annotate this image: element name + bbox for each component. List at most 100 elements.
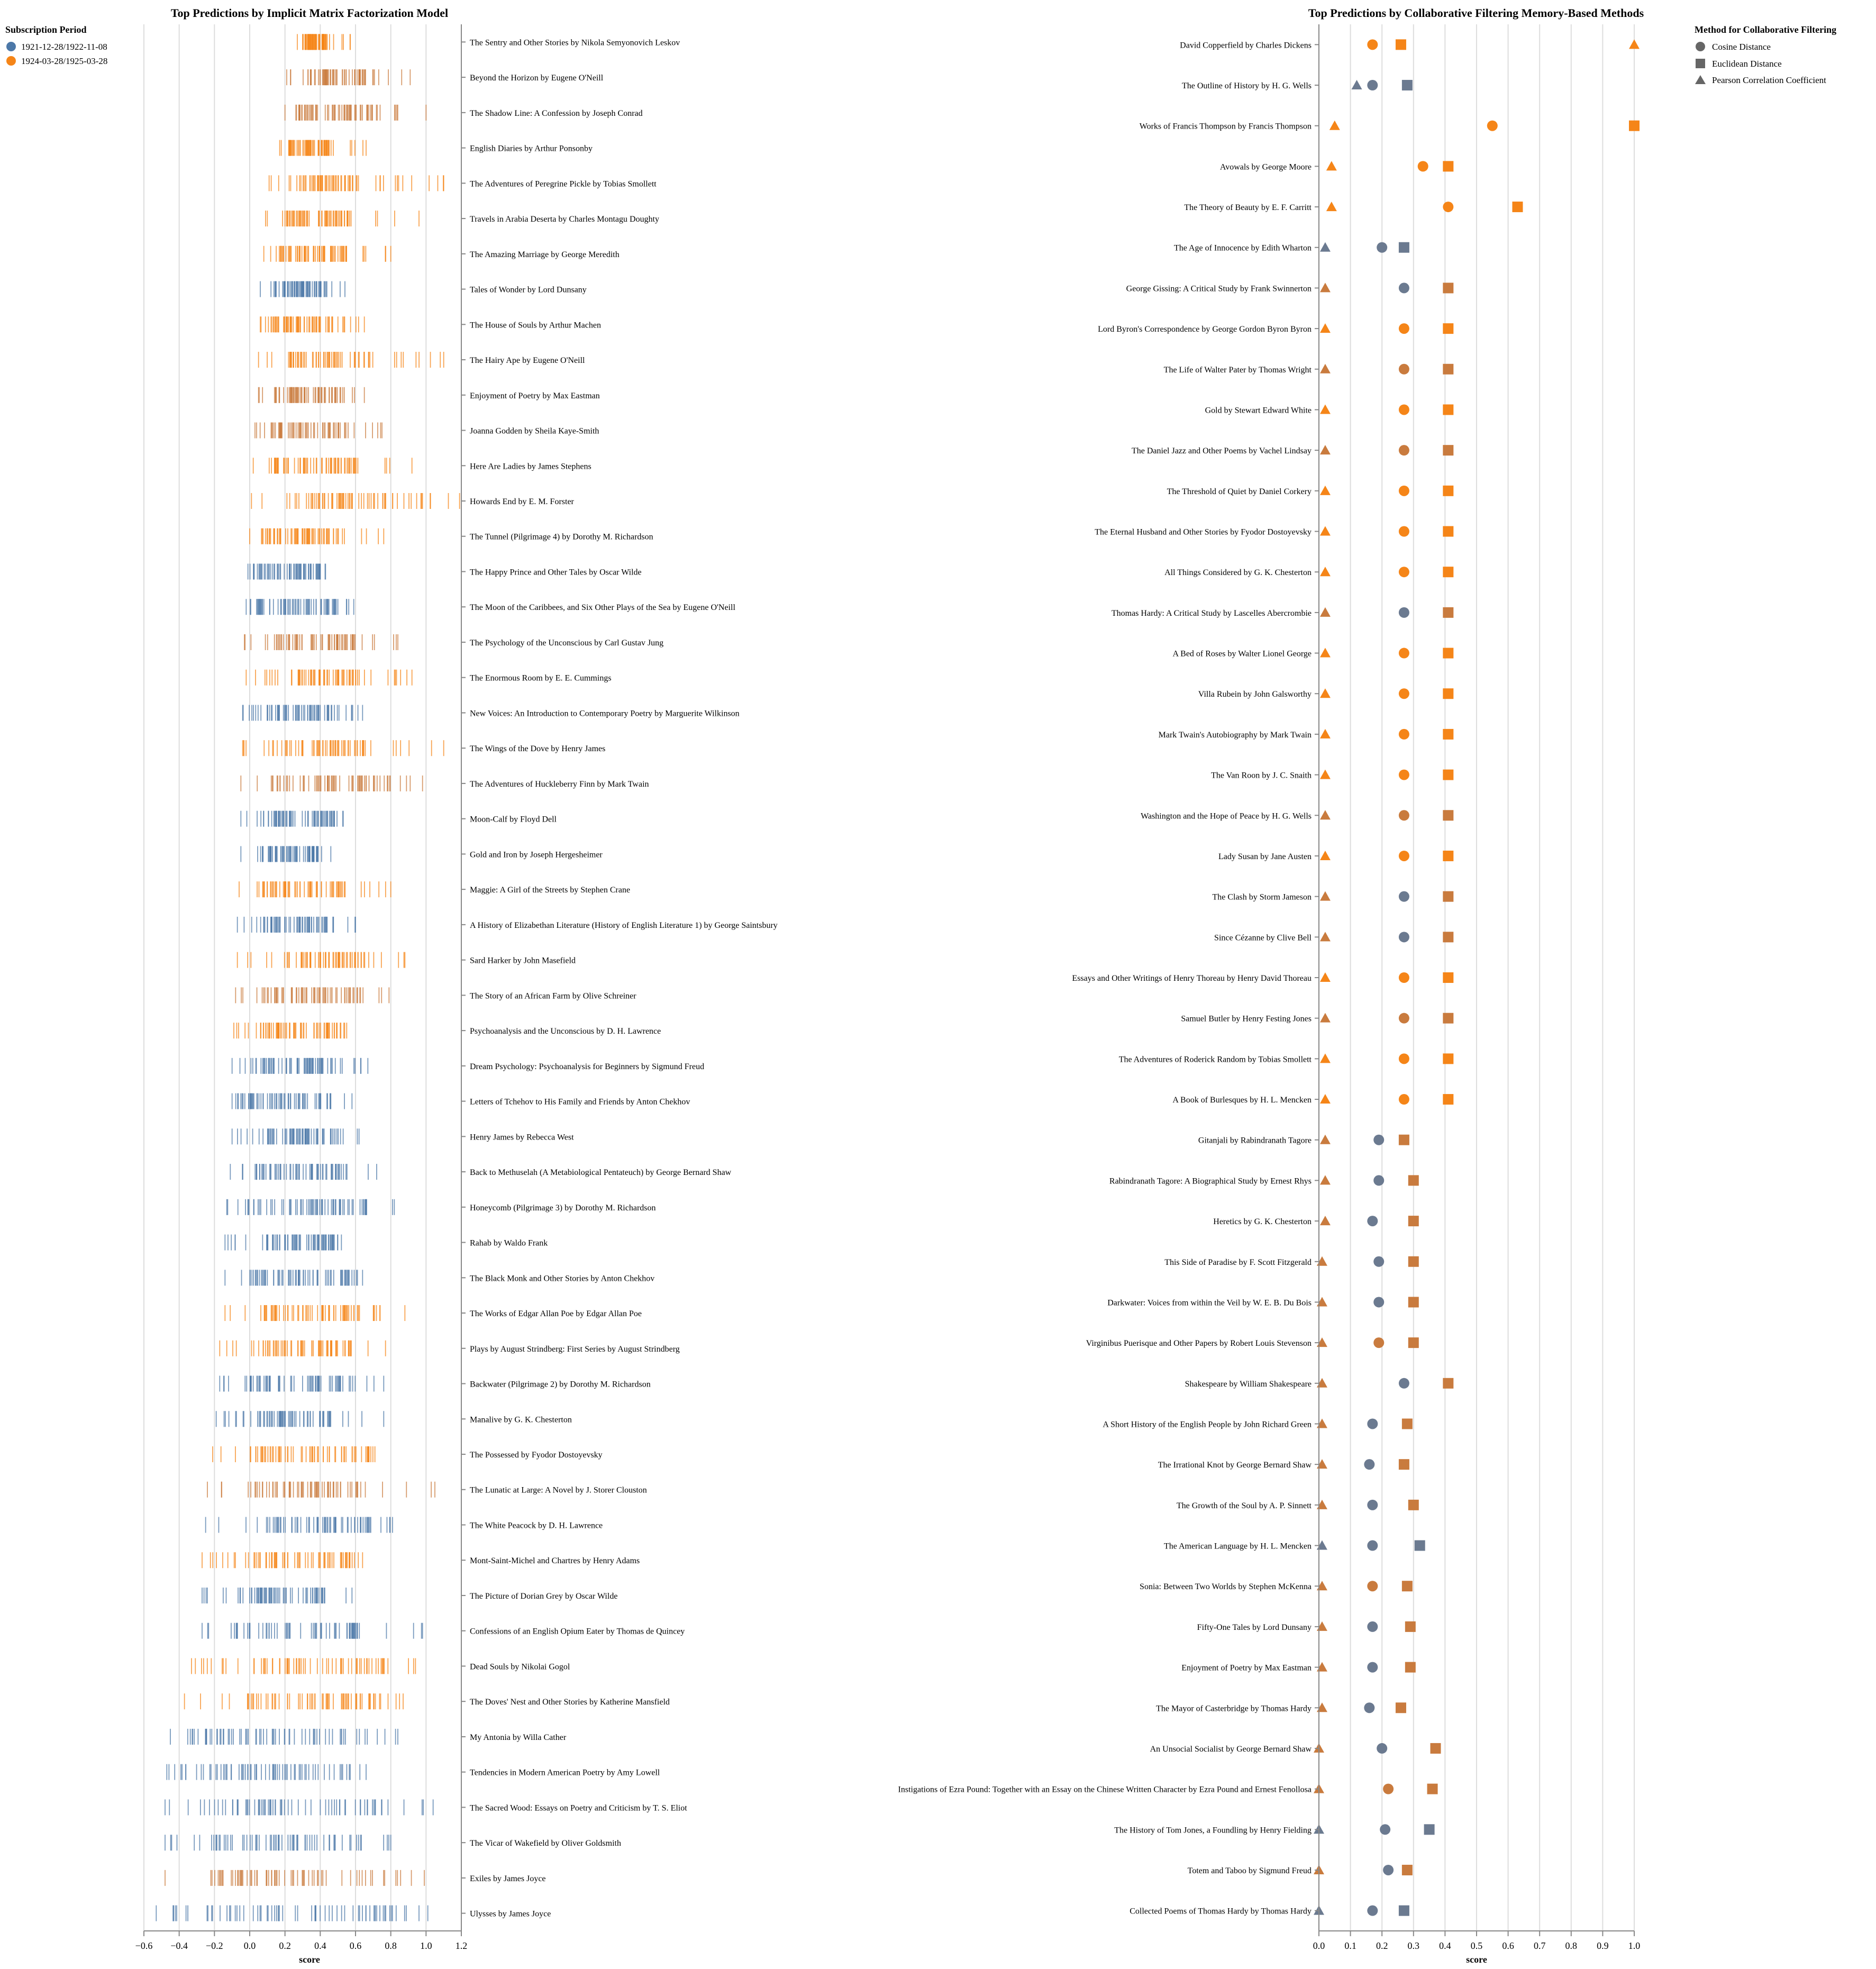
cf-book-label: Lady Susan by Jane Austen [1218,852,1312,861]
euclidean-square-mark [1408,1175,1419,1186]
imf-gridlines [143,24,462,1931]
cf-book-label: Rabindranath Tagore: A Biographical Stud… [1109,1177,1312,1186]
cosine-circle-mark [1367,80,1378,91]
legend-label-euclidean: Euclidean Distance [1712,59,1782,69]
cf-book-label: An Unsocial Socialist by George Bernard … [1150,1745,1312,1754]
cosine-circle-mark [1367,39,1378,50]
imf-book-label: The Sentry and Other Stories by Nikola S… [470,38,680,47]
euclidean-square-mark [1398,1134,1409,1145]
cf-row [1319,1013,1454,1024]
imf-row [286,69,411,86]
cf-book-label: Collected Poems of Thomas Hardy by Thoma… [1130,1907,1312,1916]
imf-book-label: Here Are Ladies by James Stephens [470,462,591,471]
cf-x-tick-label: 0.1 [1344,1940,1356,1951]
cf-book-label: Essays and Other Writings of Henry Thore… [1072,974,1312,983]
imf-book-label: English Diaries by Arthur Ponsonby [470,144,593,153]
imf-book-label: The White Peacock by D. H. Lawrence [470,1521,603,1530]
cf-row [1316,1702,1406,1713]
legend-label-period-1: 1921-12-28/1922-11-08 [21,42,107,52]
cf-book-label: Virginibus Puerisque and Other Papers by… [1086,1339,1312,1348]
cf-gridlines [1318,24,1635,1931]
imf-row [231,1058,369,1074]
pearson-triangle-mark [1319,323,1331,333]
legend-swatch-period-1 [6,42,16,51]
cf-book-label: Samuel Butler by Henry Festing Jones [1181,1015,1312,1024]
pearson-triangle-mark [1319,607,1331,617]
cf-book-label: Totem and Taboo by Sigmund Freud [1188,1866,1312,1875]
cf-row [1319,728,1454,740]
pearson-triangle-mark [1319,242,1331,252]
euclidean-square-mark [1398,242,1409,253]
imf-row [268,175,444,192]
euclidean-square-mark [1443,850,1454,861]
imf-book-label: Travels in Arabia Deserta by Charles Mon… [470,215,659,224]
imf-row [224,1234,342,1251]
cosine-circle-mark [1398,323,1409,334]
imf-row [224,1270,363,1286]
cf-row [1319,1053,1454,1064]
cf-book-label: Instigations of Ezra Pound: Together wit… [898,1785,1312,1794]
imf-row [258,387,365,403]
imf-book-label: My Antonia by Willa Cather [470,1733,567,1742]
imf-book-label: Beyond the Horizon by Eugene O'Neill [470,74,604,83]
imf-row [166,1764,367,1780]
imf-row [242,705,363,721]
cf-row [1351,80,1413,91]
pearson-triangle-mark [1319,1013,1331,1023]
cf-x-tick-label: 0.9 [1597,1940,1609,1951]
cf-book-label: The Adventures of Roderick Random by Tob… [1119,1055,1312,1064]
cosine-circle-mark [1398,648,1409,659]
cf-row [1326,202,1523,213]
imf-row [219,1340,386,1356]
legend-label-period-2: 1924-03-28/1925-03-28 [21,56,107,66]
cosine-circle-mark [1377,242,1388,253]
imf-row [244,634,398,650]
cf-book-label: Darkwater: Voices from within the Veil b… [1107,1298,1312,1307]
pearson-triangle-mark [1319,648,1331,658]
imf-book-label: Moon-Calf by Floyd Dell [470,815,557,824]
imf-book-label: Sard Harker by John Masefield [470,956,576,965]
imf-book-label: Mont-Saint-Michel and Chartres by Henry … [470,1556,640,1565]
cf-row [1319,1175,1419,1186]
cf-row [1316,1378,1454,1389]
imf-book-label: The Adventures of Peregrine Pickle by To… [470,179,657,188]
cf-row [1319,404,1454,415]
cosine-circle-mark [1398,810,1409,821]
cf-book-label: The History of Tom Jones, a Foundling by… [1114,1826,1312,1835]
pearson-triangle-mark [1319,485,1331,495]
cf-book-label: A Book of Burlesques by H. L. Mencken [1172,1096,1312,1105]
cf-book-label: Shakespeare by William Shakespeare [1185,1380,1312,1389]
cosine-circle-mark [1367,1621,1378,1632]
cosine-circle-mark [1364,1702,1375,1713]
imf-book-label: The Shadow Line: A Confession by Joseph … [470,109,643,118]
imf-row [236,952,406,968]
imf-row [240,775,423,791]
imf-row [245,599,354,615]
cf-score-marks [1314,39,1640,1916]
cosine-circle-mark [1398,445,1409,456]
euclidean-square-mark [1398,1459,1409,1470]
cosine-circle-mark [1398,1094,1409,1105]
imf-row [235,987,390,1004]
cf-x-tick-label: 0.8 [1565,1940,1578,1951]
cf-book-label: The Mayor of Casterbridge by Thomas Hard… [1156,1704,1312,1713]
pearson-triangle-mark [1319,932,1331,942]
cf-x-tick-label: 1.0 [1628,1940,1641,1951]
cosine-circle-mark [1398,891,1409,902]
imf-row [252,458,413,474]
imf-row [165,1870,425,1886]
imf-row [240,846,332,862]
legend-circle-icon [1696,42,1705,51]
cf-book-label: The Eternal Husband and Other Stories by… [1095,528,1312,537]
pearson-triangle-mark [1319,567,1331,577]
cf-x-axis: 0.0 0.1 0.2 0.3 0.4 0.5 0.6 0.7 0.8 0.9 1.0 [1313,24,1641,1951]
cf-x-tick-label: 0.4 [1439,1940,1451,1951]
cf-row [1319,282,1454,294]
imf-x-tick-label: 1.0 [420,1940,432,1951]
cosine-circle-mark [1367,1540,1378,1551]
imf-x-tick-label: −0.6 [135,1940,153,1951]
imf-book-label: The Doves' Nest and Other Stories by Kat… [470,1698,670,1707]
imf-row [260,316,365,333]
pearson-triangle-mark [1329,120,1340,130]
